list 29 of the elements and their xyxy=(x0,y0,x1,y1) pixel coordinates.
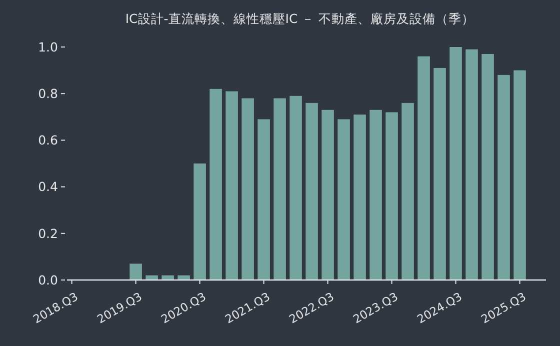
bar xyxy=(194,164,206,280)
bar xyxy=(450,47,462,280)
bar xyxy=(226,91,238,280)
bar xyxy=(386,112,398,280)
bar xyxy=(514,70,526,280)
bar xyxy=(274,98,286,280)
bar xyxy=(322,110,334,280)
bar xyxy=(258,119,270,280)
bar xyxy=(370,110,382,280)
bar xyxy=(434,68,446,280)
chart-title: IC設計-直流轉換、線性穩壓IC － 不動產、廠房及設備（季） xyxy=(125,11,475,26)
bar xyxy=(498,74,510,280)
bar xyxy=(338,119,350,280)
bar xyxy=(482,54,494,280)
bar xyxy=(354,114,366,280)
y-tick-label: 0.4 xyxy=(38,179,58,194)
bar xyxy=(210,88,222,280)
y-tick-label: 1.0 xyxy=(38,39,58,54)
y-tick-label: 0.0 xyxy=(38,272,58,288)
bar xyxy=(418,56,430,280)
bar xyxy=(402,102,414,280)
bar xyxy=(290,96,302,280)
bar xyxy=(242,98,254,280)
y-tick-label: 0.2 xyxy=(38,226,58,241)
bar xyxy=(130,264,142,280)
bar xyxy=(306,102,318,280)
bar xyxy=(466,49,478,280)
y-tick-label: 0.6 xyxy=(38,132,58,148)
y-tick-label: 0.8 xyxy=(38,86,58,101)
